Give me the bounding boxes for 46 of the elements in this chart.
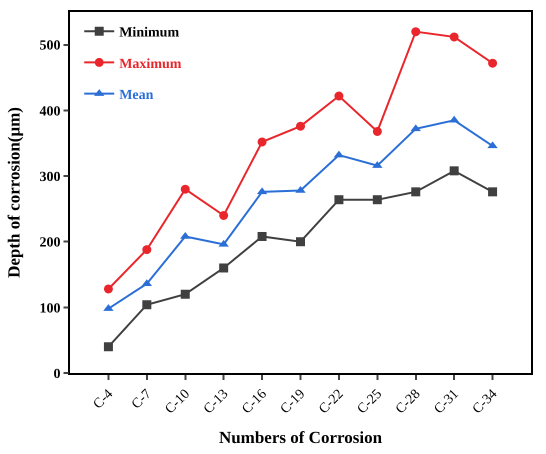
point (410, 124, 421, 132)
x-tick-label: C-31 (432, 386, 462, 418)
x-tick-label: C-10 (162, 386, 194, 418)
point (142, 245, 152, 254)
x-tick-label: C-19 (278, 386, 308, 418)
point (180, 184, 190, 194)
point (258, 232, 267, 241)
legend-label: Minimum (119, 26, 180, 41)
x-tick-label: C-28 (393, 386, 424, 418)
point (450, 32, 459, 42)
point (219, 210, 228, 220)
y-axis-title: Depth of corrosion(μm) (4, 107, 24, 278)
legend-label: Mean (119, 88, 154, 104)
point (488, 58, 498, 68)
y-tick-label: 200 (39, 236, 60, 251)
x-tick-label: C-34 (470, 386, 500, 418)
y-tick-label: 300 (39, 170, 60, 185)
point (372, 195, 382, 204)
x-axis-title: Numbers of Corrosion (218, 428, 383, 448)
point (372, 126, 382, 136)
point (104, 342, 113, 352)
point (180, 232, 190, 239)
legend-label: Maximum (119, 56, 182, 72)
point (411, 27, 420, 36)
y-tick-label: 0 (53, 366, 60, 382)
point (104, 284, 113, 294)
point (180, 290, 190, 299)
x-tick-label: C-4 (90, 386, 116, 412)
point (450, 166, 459, 176)
point (488, 187, 498, 196)
point (296, 237, 305, 246)
y-tick-label: 100 (39, 301, 60, 316)
x-tick-label: C-16 (239, 386, 270, 418)
point (411, 187, 420, 196)
y-tick-label: 500 (39, 38, 60, 54)
x-tick-label: C-25 (354, 386, 386, 418)
point (219, 263, 228, 272)
x-tick-label: C-22 (316, 386, 347, 418)
point (334, 195, 344, 204)
point (258, 137, 267, 146)
x-tick-label: C-7 (129, 386, 155, 412)
point (296, 122, 305, 131)
y-tick-label: 400 (39, 104, 60, 120)
x-tick-label: C-13 (201, 386, 232, 418)
point (142, 300, 152, 310)
point (334, 92, 344, 101)
